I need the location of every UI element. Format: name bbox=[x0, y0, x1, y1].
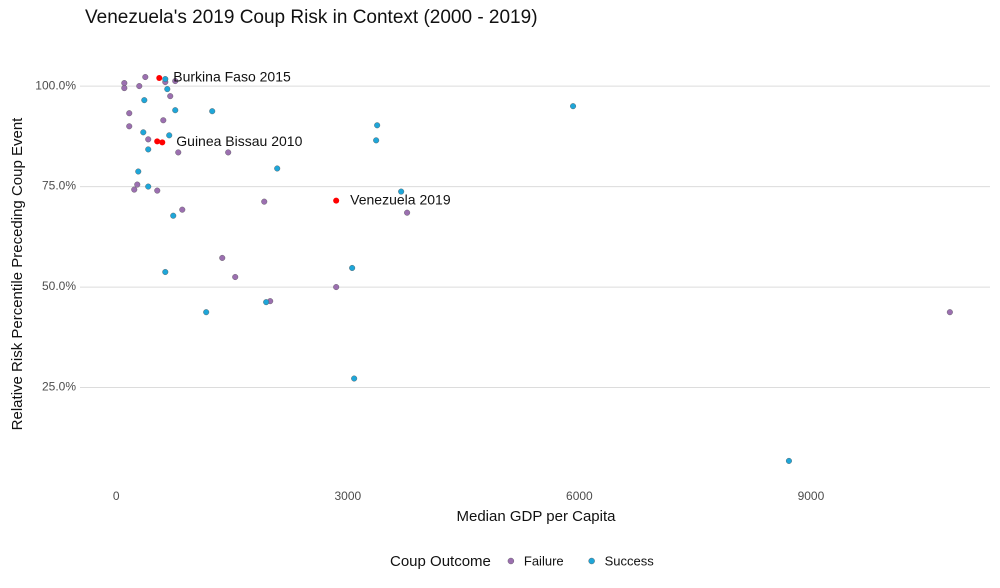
point bbox=[136, 83, 143, 90]
x-tick-label: 9000 bbox=[798, 489, 825, 503]
point bbox=[172, 107, 179, 114]
point bbox=[232, 274, 239, 281]
y-tick-label: 100.0% bbox=[35, 78, 76, 92]
point bbox=[162, 76, 169, 83]
point bbox=[154, 187, 161, 194]
point bbox=[121, 85, 128, 92]
point bbox=[170, 212, 177, 219]
point bbox=[160, 117, 167, 124]
point bbox=[145, 146, 152, 153]
x-tick-label: 6000 bbox=[566, 489, 593, 503]
point bbox=[164, 86, 171, 93]
point bbox=[121, 80, 128, 87]
y-tick-label: 75.0% bbox=[42, 179, 76, 193]
legend-title: Coup Outcome bbox=[390, 553, 491, 570]
point bbox=[166, 132, 173, 139]
highlight-point bbox=[159, 139, 166, 146]
highlight-point bbox=[156, 75, 163, 82]
point bbox=[225, 149, 232, 156]
annotation: Burkina Faso 2015 bbox=[173, 69, 291, 85]
point bbox=[140, 129, 147, 136]
point bbox=[333, 284, 340, 291]
point bbox=[145, 136, 152, 143]
point bbox=[263, 299, 270, 306]
point bbox=[126, 123, 133, 130]
legend-label: Failure bbox=[524, 553, 564, 568]
point bbox=[373, 137, 380, 144]
legend-label: Success bbox=[605, 553, 655, 568]
y-tick-label: 50.0% bbox=[42, 279, 76, 293]
point bbox=[172, 78, 179, 85]
point bbox=[351, 375, 358, 382]
point bbox=[135, 168, 142, 175]
point bbox=[175, 149, 182, 156]
point bbox=[145, 183, 152, 190]
point bbox=[203, 309, 210, 316]
point bbox=[946, 309, 953, 316]
point bbox=[179, 206, 186, 213]
point bbox=[570, 103, 577, 110]
point bbox=[142, 74, 149, 81]
point bbox=[785, 457, 792, 464]
legend-marker bbox=[588, 557, 595, 565]
y-axis-label: Relative Risk Percentile Preceding Coup … bbox=[9, 117, 26, 430]
point bbox=[261, 198, 268, 205]
point bbox=[398, 188, 405, 195]
legend-marker bbox=[507, 557, 515, 565]
x-tick-label: 0 bbox=[113, 489, 120, 503]
point bbox=[404, 209, 411, 216]
point bbox=[134, 181, 141, 188]
highlight-point bbox=[333, 197, 340, 204]
y-tick-label: 25.0% bbox=[42, 380, 76, 394]
point bbox=[131, 186, 138, 193]
point bbox=[167, 93, 174, 100]
x-axis-label: Median GDP per Capita bbox=[457, 508, 617, 525]
point bbox=[374, 122, 381, 129]
point bbox=[162, 268, 169, 275]
point bbox=[126, 110, 133, 117]
annotation: Venezuela 2019 bbox=[350, 191, 451, 207]
highlight-point bbox=[154, 138, 161, 145]
point bbox=[209, 108, 216, 115]
x-tick-label: 3000 bbox=[334, 489, 361, 503]
annotation: Guinea Bissau 2010 bbox=[176, 133, 302, 149]
point bbox=[219, 254, 226, 261]
point bbox=[274, 165, 281, 172]
chart-title: Venezuela's 2019 Coup Risk in Context (2… bbox=[85, 7, 538, 28]
point bbox=[141, 97, 148, 104]
point bbox=[349, 264, 356, 271]
